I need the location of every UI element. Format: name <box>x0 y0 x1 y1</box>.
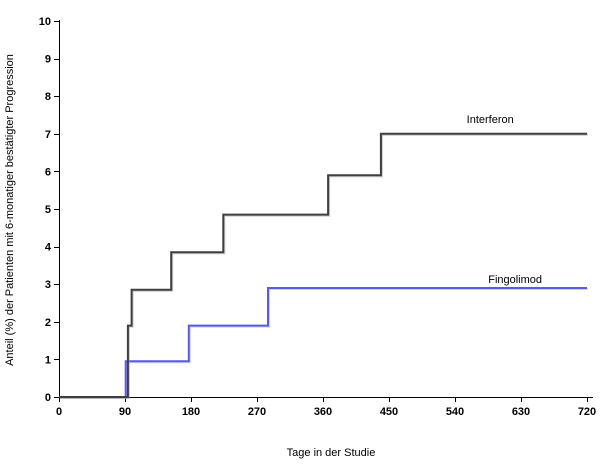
axes <box>59 20 593 398</box>
y-tick-label: 6 <box>45 166 51 178</box>
x-tick-label: 270 <box>248 406 266 418</box>
y-axis-ticks: 0 1 2 3 4 5 6 7 8 9 10 <box>39 16 59 404</box>
x-tick-label: 720 <box>578 406 596 418</box>
series-label-interferon: Interferon <box>467 114 514 126</box>
series-line-interferon <box>59 132 587 398</box>
y-axis-title: Anteil (%) der Patienten mit 6-monatiger… <box>4 54 16 366</box>
y-tick-label: 7 <box>45 129 51 141</box>
series-labels: Fingolimod Interferon <box>467 114 542 286</box>
x-tick-label: 540 <box>446 406 464 418</box>
y-tick-label: 0 <box>45 392 51 404</box>
x-axis-ticks: 0 90 180 270 360 450 540 630 720 <box>56 398 596 418</box>
x-tick-label: 90 <box>119 406 131 418</box>
y-tick-label: 2 <box>45 317 51 329</box>
x-tick-label: 630 <box>512 406 530 418</box>
y-tick-label: 3 <box>45 279 51 291</box>
series-lines <box>59 132 587 398</box>
x-tick-label: 360 <box>314 406 332 418</box>
x-axis-title: Tage in der Studie <box>287 447 376 459</box>
series-label-fingolimod: Fingolimod <box>488 274 542 286</box>
y-tick-label: 4 <box>45 242 52 254</box>
y-tick-label: 8 <box>45 91 51 103</box>
y-tick-label: 1 <box>45 354 51 366</box>
series-line-fingolimod <box>59 287 587 398</box>
x-tick-label: 450 <box>380 406 398 418</box>
y-tick-label: 9 <box>45 54 51 66</box>
y-tick-label: 5 <box>45 204 51 216</box>
y-tick-label: 10 <box>39 16 51 28</box>
x-tick-label: 0 <box>56 406 62 418</box>
x-tick-label: 180 <box>182 406 200 418</box>
